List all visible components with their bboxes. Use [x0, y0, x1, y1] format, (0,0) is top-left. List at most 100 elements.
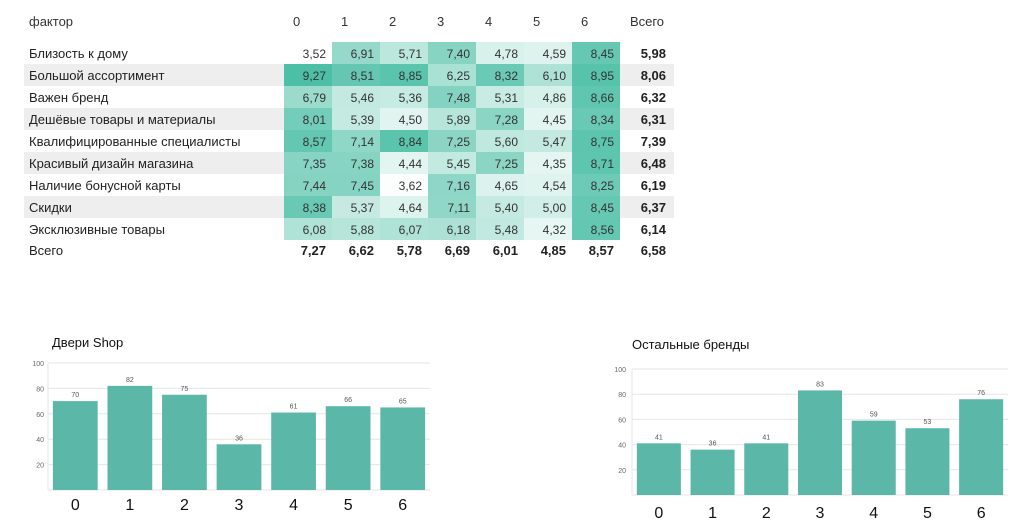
- heatmap-cell: [572, 196, 620, 218]
- heatmap-cell: [284, 108, 332, 130]
- bar: [851, 420, 896, 495]
- bar-value-label: 66: [344, 397, 352, 404]
- heatmap-cell: [476, 64, 524, 86]
- cell-value: 4,32: [543, 223, 567, 237]
- heatmap-cell: [524, 152, 572, 174]
- heatmap-cell: [572, 152, 620, 174]
- column-total: 7,27: [301, 243, 326, 258]
- heatmap-cell: [380, 152, 428, 174]
- heatmap-cell: [380, 196, 428, 218]
- footer-label: Всего: [29, 243, 63, 258]
- cell-value: 4,45: [543, 113, 567, 127]
- x-tick-label: 3: [235, 497, 244, 514]
- x-tick-label: 4: [869, 505, 878, 522]
- cell-value: 8,34: [591, 113, 615, 127]
- y-tick-label: 100: [614, 367, 626, 374]
- bar: [636, 443, 681, 495]
- row-label: Наличие бонусной карты: [29, 178, 181, 193]
- cell-value: 4,54: [543, 179, 567, 193]
- heatmap-cell: [428, 174, 476, 196]
- heatmap-cell: [524, 86, 572, 108]
- row-label: Дешёвые товары и материалы: [29, 112, 215, 127]
- bar-value-label: 59: [870, 412, 878, 419]
- x-tick-label: 5: [344, 497, 353, 514]
- heatmap-cell: [380, 42, 428, 64]
- cell-value: 4,64: [399, 201, 423, 215]
- heatmap-cell: [284, 152, 332, 174]
- column-total: 8,57: [589, 243, 614, 258]
- heatmap-cell: [572, 218, 620, 240]
- row-total: 8,06: [641, 68, 666, 83]
- y-tick-label: 100: [32, 361, 44, 368]
- heatmap-cell: [380, 218, 428, 240]
- x-tick-label: 5: [923, 505, 932, 522]
- heatmap-cell: [476, 108, 524, 130]
- cell-value: 4,78: [495, 47, 519, 61]
- bar-value-label: 61: [290, 404, 298, 411]
- y-tick-label: 40: [36, 437, 44, 444]
- column-header: 2: [389, 14, 396, 29]
- cell-value: 8,38: [303, 201, 327, 215]
- cell-value: 8,25: [591, 179, 615, 193]
- bar: [325, 406, 371, 490]
- heatmap-cell: [380, 174, 428, 196]
- heatmap-cell: [380, 130, 428, 152]
- heatmap-cell: [524, 130, 572, 152]
- cell-value: 4,44: [399, 157, 423, 171]
- bar: [271, 412, 316, 490]
- cell-value: 5,37: [351, 201, 375, 215]
- bar-chart-other-brands: Остальные бренды 20 40 60 80 100 41 0 36 1 41 2 83 3…: [580, 330, 1024, 531]
- row-total: 7,39: [641, 134, 666, 149]
- bar-chart-plot: 20 40 60 80 100 41 0 36 1 41 2 83 3 59 4 53 5 76 6: [614, 367, 1008, 522]
- cell-value: 5,88: [351, 223, 375, 237]
- cell-value: 9,27: [303, 69, 327, 83]
- column-header: 4: [485, 14, 492, 29]
- bar-value-label: 41: [762, 434, 770, 441]
- column-total: 6,62: [349, 243, 374, 258]
- header-factor: фактор: [29, 14, 73, 29]
- row-total: 6,37: [641, 200, 666, 215]
- x-tick-label: 1: [708, 505, 717, 522]
- cell-value: 5,39: [351, 113, 375, 127]
- bar: [744, 443, 789, 495]
- cell-value: 4,35: [543, 157, 567, 171]
- heatmap-cell: [332, 86, 380, 108]
- heatmap-cell: [476, 196, 524, 218]
- heatmap-cell: [572, 86, 620, 108]
- bar: [905, 428, 950, 495]
- cell-value: 5,46: [351, 91, 375, 105]
- heatmap-cell: [524, 196, 572, 218]
- x-tick-label: 2: [180, 497, 189, 514]
- y-tick-label: 60: [36, 412, 44, 419]
- cell-value: 7,28: [495, 113, 519, 127]
- bar-value-label: 83: [816, 381, 824, 388]
- column-header: 0: [293, 14, 300, 29]
- bar: [107, 385, 153, 490]
- heatmap-cell: [332, 64, 380, 86]
- x-tick-label: 0: [71, 497, 80, 514]
- cell-value: 8,85: [399, 69, 423, 83]
- cell-value: 8,75: [591, 135, 615, 149]
- cell-value: 5,36: [399, 91, 423, 105]
- heatmap-cell: [380, 86, 428, 108]
- heatmap-cell: [428, 108, 476, 130]
- cell-value: 6,07: [399, 223, 423, 237]
- cell-value: 4,50: [399, 113, 423, 127]
- cell-value: 7,40: [447, 47, 471, 61]
- heatmap-cell: [476, 130, 524, 152]
- cell-value: 4,65: [495, 179, 519, 193]
- heatmap-cell: [428, 86, 476, 108]
- cell-value: 6,08: [303, 223, 327, 237]
- heatmap-cell: [332, 174, 380, 196]
- chart-title: Двери Shop: [52, 335, 124, 350]
- cell-value: 6,79: [303, 91, 327, 105]
- cell-value: 5,00: [543, 201, 567, 215]
- cell-value: 5,45: [447, 157, 471, 171]
- heatmap-cell: [572, 130, 620, 152]
- cell-value: 8,32: [495, 69, 519, 83]
- heatmap-cell: [524, 218, 572, 240]
- bar-value-label: 82: [126, 377, 134, 384]
- cell-value: 7,25: [447, 135, 471, 149]
- bar-value-label: 75: [181, 386, 189, 393]
- column-header: 6: [581, 14, 588, 29]
